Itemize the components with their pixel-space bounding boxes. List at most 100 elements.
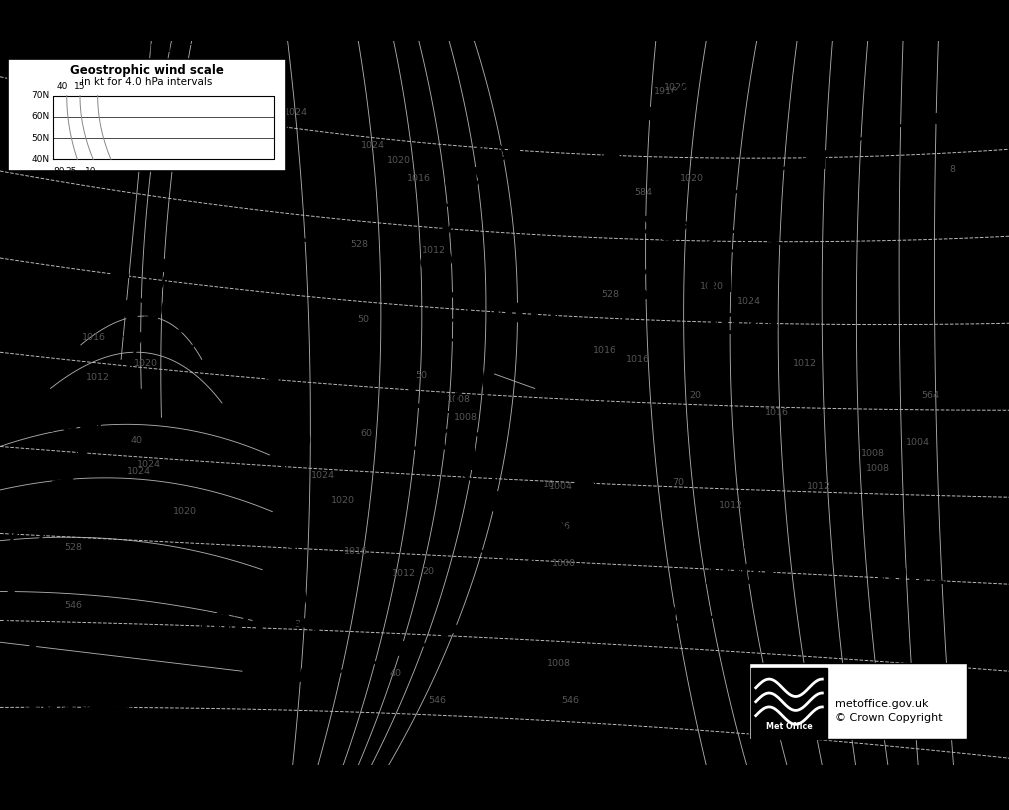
Text: 1007: 1007: [401, 428, 477, 456]
Polygon shape: [265, 450, 284, 466]
Text: L: L: [26, 642, 48, 676]
Polygon shape: [547, 519, 570, 535]
Polygon shape: [478, 599, 500, 613]
Text: 80: 80: [53, 167, 65, 176]
Polygon shape: [630, 284, 653, 301]
Polygon shape: [518, 563, 541, 578]
Text: 1016: 1016: [407, 173, 431, 183]
Polygon shape: [576, 194, 597, 211]
Polygon shape: [71, 441, 91, 457]
FancyBboxPatch shape: [8, 58, 286, 171]
Text: 1016: 1016: [626, 355, 650, 364]
Polygon shape: [33, 514, 53, 529]
Text: 1020: 1020: [700, 283, 724, 292]
Bar: [751, 668, 827, 738]
Text: 10: 10: [543, 480, 555, 488]
Text: 1020: 1020: [134, 359, 158, 368]
Polygon shape: [269, 491, 288, 507]
Text: 60N: 60N: [31, 113, 49, 121]
Text: L: L: [490, 254, 513, 288]
Text: 1020: 1020: [386, 156, 411, 164]
Text: L: L: [26, 363, 48, 397]
Text: 546: 546: [561, 696, 579, 705]
Text: 1012: 1012: [422, 246, 446, 255]
Text: 50N: 50N: [31, 134, 49, 143]
Polygon shape: [285, 573, 304, 590]
Polygon shape: [925, 111, 948, 128]
Text: H: H: [703, 266, 734, 300]
Polygon shape: [573, 474, 596, 490]
Text: 1016: 1016: [82, 333, 106, 343]
Polygon shape: [616, 331, 639, 348]
Polygon shape: [637, 105, 658, 121]
Polygon shape: [747, 176, 768, 193]
Text: 1025: 1025: [703, 313, 780, 340]
Text: 25: 25: [66, 167, 77, 176]
Text: 1012: 1012: [718, 501, 743, 510]
Text: L: L: [278, 382, 301, 416]
Text: 1004: 1004: [22, 410, 99, 438]
Text: 1024: 1024: [311, 471, 335, 480]
Text: 1024: 1024: [127, 467, 151, 476]
Polygon shape: [142, 690, 166, 705]
Text: 1008: 1008: [447, 394, 471, 404]
Text: 40: 40: [57, 82, 68, 91]
Text: H: H: [194, 562, 224, 596]
Text: 1012: 1012: [86, 373, 110, 382]
Text: 60: 60: [360, 429, 372, 438]
Text: 20: 20: [689, 391, 701, 400]
Text: 50: 50: [416, 371, 428, 380]
Text: 10: 10: [86, 167, 97, 176]
Text: 40: 40: [389, 669, 402, 678]
Text: 1016: 1016: [765, 408, 789, 417]
Text: 70N: 70N: [31, 91, 49, 100]
Text: L: L: [874, 515, 896, 549]
Bar: [749, 663, 967, 740]
Text: 1020: 1020: [331, 497, 355, 505]
Text: 70: 70: [672, 478, 684, 488]
Text: 1012: 1012: [391, 569, 416, 578]
Text: 1008: 1008: [866, 463, 890, 473]
Polygon shape: [347, 654, 370, 670]
Text: 15: 15: [75, 82, 86, 91]
Text: 1012: 1012: [807, 482, 831, 491]
Text: 1020: 1020: [664, 83, 688, 92]
Polygon shape: [90, 406, 110, 420]
Text: L: L: [707, 515, 730, 549]
Polygon shape: [397, 640, 418, 655]
Polygon shape: [194, 684, 218, 698]
Text: L: L: [405, 382, 427, 416]
Text: in kt for 4.0 hPa intervals: in kt for 4.0 hPa intervals: [81, 78, 213, 87]
Polygon shape: [475, 426, 490, 441]
Text: 1008: 1008: [861, 450, 885, 458]
Text: 1024: 1024: [137, 460, 161, 469]
Polygon shape: [492, 568, 509, 583]
Polygon shape: [449, 286, 466, 301]
Polygon shape: [593, 427, 615, 444]
Polygon shape: [600, 147, 623, 162]
Polygon shape: [451, 197, 467, 210]
Text: metoffice.gov.uk
© Crown Copyright: metoffice.gov.uk © Crown Copyright: [835, 699, 943, 723]
Text: Geostrophic wind scale: Geostrophic wind scale: [70, 65, 224, 78]
Text: 50: 50: [357, 315, 369, 324]
Text: 994: 994: [470, 490, 529, 518]
Polygon shape: [14, 550, 34, 565]
Text: 1008: 1008: [454, 413, 478, 422]
Text: 1001: 1001: [870, 562, 946, 590]
Text: 546: 546: [65, 602, 83, 611]
Text: 30: 30: [295, 620, 307, 629]
Text: 1020: 1020: [173, 507, 197, 516]
Polygon shape: [606, 379, 629, 396]
Text: 40: 40: [130, 436, 142, 446]
Text: 1016: 1016: [344, 547, 368, 556]
Text: 1004: 1004: [906, 438, 930, 447]
Text: 1024: 1024: [361, 141, 385, 150]
Text: 40N: 40N: [31, 155, 49, 164]
Text: 996: 996: [552, 522, 570, 531]
Text: 8: 8: [949, 165, 956, 174]
Text: Forecast chart (T+56) valid 12 UTC SAT 27 APR 2024: Forecast chart (T+56) valid 12 UTC SAT 2…: [20, 44, 296, 53]
Text: L: L: [465, 443, 487, 477]
Text: 1000: 1000: [552, 560, 576, 569]
Polygon shape: [275, 532, 294, 548]
Text: 546: 546: [428, 696, 446, 705]
